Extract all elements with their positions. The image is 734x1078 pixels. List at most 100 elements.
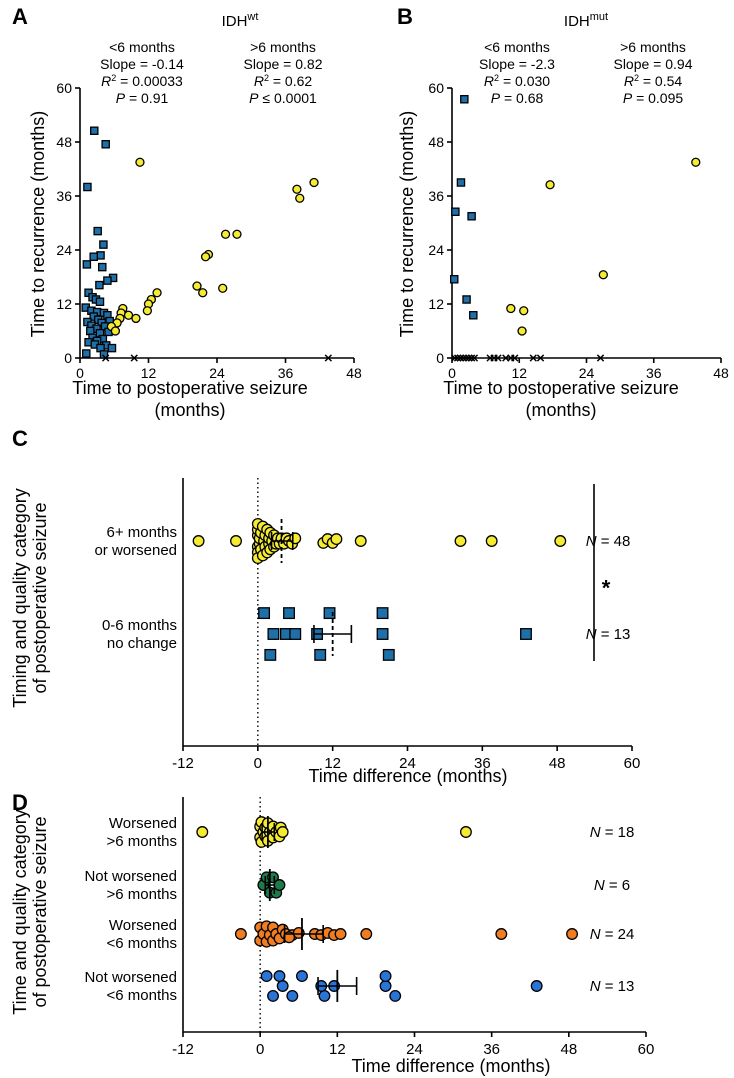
panel-a-point-gt6 <box>142 306 153 316</box>
panel-d-ylabel-line2: of postoperative seizure <box>30 816 50 1007</box>
panel-c-point <box>323 607 336 620</box>
panel-b-point-censored <box>511 354 519 362</box>
panel-a-point-lt6 <box>99 350 109 359</box>
panel-c-x-tick-label: 0 <box>254 755 262 772</box>
panel-a-lt6-slope: Slope = -0.14 <box>100 56 184 72</box>
panel-label-b: B <box>397 4 413 29</box>
panel-c-point <box>314 648 327 661</box>
panel-b-point-gt6 <box>517 326 527 336</box>
panel-a-point-lt6 <box>82 349 91 358</box>
panel-b-lt6-slope: Slope = -2.3 <box>479 56 555 72</box>
panel-a-point-lt6 <box>101 139 110 149</box>
panel-c-point <box>354 535 367 547</box>
panel-d-point <box>276 826 289 838</box>
panel-d-point <box>379 970 392 983</box>
panel-d-point <box>286 989 299 1002</box>
panel-d-x-tick-label: 0 <box>256 1041 264 1058</box>
panel-a-point-gt6 <box>220 229 231 239</box>
panel-d-n-label: N = 6 <box>594 877 630 894</box>
panel-d-point <box>530 980 543 992</box>
panel-c-x-tick-label: -12 <box>172 755 194 772</box>
panel-d-point <box>273 970 286 983</box>
panel-a-gt6-r2: R2 = 0.62 <box>254 73 313 89</box>
panel-a-x-tick-label: 36 <box>278 365 294 381</box>
panel-b-point-censored <box>529 354 537 362</box>
panel-c-point <box>520 628 532 640</box>
panel-c-ylabel: Timing and quality category <box>10 488 30 707</box>
panel-b-x-tick-label: 12 <box>511 365 527 381</box>
panel-d-n-label: N = 18 <box>590 824 635 841</box>
panel-a-lt6-r2: R2 = 0.00033 <box>101 73 183 89</box>
panel-b-point-lt6 <box>469 310 478 320</box>
panel-a-point-lt6 <box>95 280 104 290</box>
panel-a-y-tick-label: 48 <box>56 134 72 150</box>
panel-b-xlabel-line2: (months) <box>525 400 596 420</box>
panel-d-point <box>234 928 247 940</box>
panel-b-xlabel: Time to postoperative seizure <box>443 378 678 398</box>
panel-c-category-label-line2: or worsened <box>94 542 177 559</box>
panel-b-point-censored <box>459 354 467 362</box>
panel-b-x-tick-label: 24 <box>579 365 595 381</box>
panel-d-category-label: Worsened <box>109 815 177 832</box>
panel-d-category-label: Worsened <box>109 917 177 934</box>
panel-c-point <box>267 628 280 640</box>
panel-a-point-lt6 <box>90 126 99 136</box>
panel-d-ylabel: Time and quality category <box>10 809 30 1014</box>
plots-layer: 0 12 24 36 48 0 12 24 36 48 60 0 12 24 36 48 0 12 24 36 48 60… <box>56 80 729 1058</box>
panel-a-gt6-header: >6 months <box>250 39 316 55</box>
panel-b-lt6-p: P = 0.68 <box>491 90 544 106</box>
panel-c-category-label: 0-6 months <box>102 617 177 634</box>
panel-b-point-gt6 <box>519 306 529 316</box>
panel-c-point <box>192 535 205 547</box>
panel-d-category-label-line2: >6 months <box>107 886 177 903</box>
panel-a-xlabel-line2: (months) <box>154 400 225 420</box>
panel-b-point-censored <box>536 354 545 362</box>
panel-d-category-label: Not worsened <box>84 969 177 986</box>
panel-a-x-tick-label: 24 <box>209 365 225 381</box>
panel-c-point <box>264 648 277 661</box>
panel-b-point-censored <box>494 354 502 362</box>
panel-b-point-lt6 <box>456 178 466 187</box>
panel-d-point <box>334 928 347 940</box>
panel-d-n-label: N = 24 <box>590 926 635 943</box>
panel-b-point-gt6 <box>598 270 608 280</box>
panel-c-point <box>554 535 567 547</box>
panel-b-point-censored <box>467 354 476 362</box>
panel-a-point-lt6 <box>82 260 92 269</box>
panel-b-x-tick-label: 48 <box>713 365 729 381</box>
panel-a-point-gt6 <box>232 229 242 239</box>
panel-d-point <box>566 928 578 940</box>
panel-b-lt6-r2: R2 = 0.030 <box>484 73 550 89</box>
panel-d-n-label: N = 13 <box>590 978 635 995</box>
panel-b-y-tick-label: 0 <box>436 350 444 366</box>
panel-a-annotation-lt6: <6 months Slope = -0.14 R2 = 0.00033 P =… <box>100 39 184 106</box>
panel-c-category-label-line2: no change <box>107 635 177 652</box>
panel-a-point-gt6 <box>198 288 208 298</box>
panel-c-x-tick-label: 36 <box>474 755 491 772</box>
panel-b-annotation-gt6: >6 months Slope = 0.94 R2 = 0.54 P = 0.0… <box>613 39 692 106</box>
panel-b-y-tick-label: 60 <box>428 80 444 96</box>
panel-label-c: C <box>12 426 28 451</box>
panel-a-title: IDHwt <box>222 11 259 30</box>
panel-d-x-tick-label: 36 <box>483 1041 500 1058</box>
panel-c-x-tick-label: 48 <box>549 755 566 772</box>
panel-a-gt6-slope: Slope = 0.82 <box>243 56 322 72</box>
panel-d-x-tick-label: 12 <box>329 1041 346 1058</box>
panel-b-y-tick-label: 24 <box>428 242 444 258</box>
panel-a-point-gt6 <box>295 193 305 203</box>
panel-c-point <box>230 535 242 547</box>
panel-a-x-tick-label: 48 <box>346 365 362 381</box>
panel-d-point <box>495 928 508 940</box>
panel-c-point <box>289 628 302 640</box>
panel-d-category-label-line2: >6 months <box>107 833 177 850</box>
panel-c-point <box>283 607 295 620</box>
panel-b-point-censored <box>462 354 470 362</box>
panel-b-point-gt6 <box>506 303 516 314</box>
panel-b-y-tick-label: 48 <box>428 134 444 150</box>
panel-b-gt6-p: P = 0.095 <box>623 90 684 106</box>
panel-a-point-gt6 <box>218 283 228 293</box>
panel-b-point-gt6 <box>545 180 555 190</box>
panel-d-point <box>267 989 279 1002</box>
panel-label-a: A <box>12 4 28 29</box>
panel-c-point <box>289 532 302 545</box>
